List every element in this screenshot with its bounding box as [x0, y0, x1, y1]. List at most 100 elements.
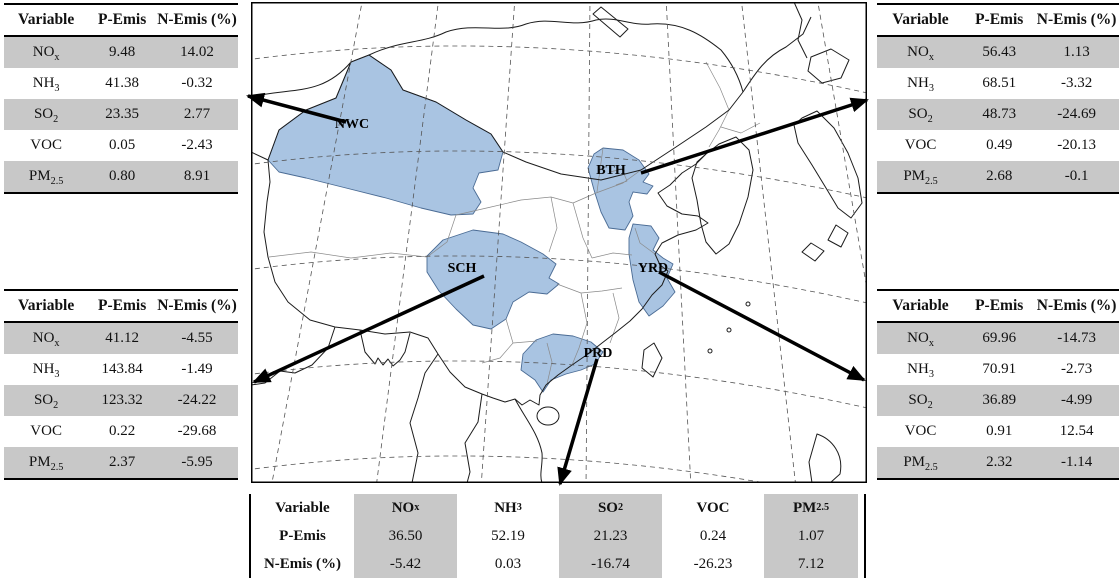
n-emis-value: -1.49 [181, 361, 213, 377]
p-emis-value: 0.22 [109, 423, 136, 439]
col-header-p-emis: P-Emis [98, 297, 147, 314]
n-emis-value: -29.68 [177, 423, 217, 439]
table-row: NH3 68.51 -3.32 [877, 68, 1119, 99]
col-header-variable: Variable [892, 297, 949, 314]
col-header-n-emis: N-Emis (%) [1036, 297, 1117, 314]
variable-name: NOx [907, 44, 934, 63]
n-emis-value: -4.55 [181, 330, 213, 346]
table-header: Variable P-Emis N-Emis (%) [877, 291, 1119, 323]
table-row: PM2.5 2.32 -1.14 [877, 447, 1119, 478]
p-emis-value: 0.49 [986, 137, 1013, 153]
variable-name: VOC [904, 423, 937, 439]
china-map: NWC BTH SCH YRD PRD [245, 0, 902, 505]
spacer [858, 550, 864, 578]
region-label-yrd: YRD [638, 261, 668, 276]
variable-name: PM2.5 [28, 168, 64, 187]
col-header-p-emis: P-Emis [98, 11, 147, 28]
map-background [251, 2, 867, 483]
spacer [858, 522, 864, 550]
variable-name: PM2.5 [28, 454, 64, 473]
p-emis-value: 9.48 [109, 44, 136, 60]
table-row: VOC 0.22 -29.68 [4, 416, 238, 447]
table-row: VOC 0.91 12.54 [877, 416, 1119, 447]
variable-name: SO2 [908, 392, 933, 411]
japan-islands [793, 48, 863, 262]
p-emis-value: 0.24 [699, 527, 727, 544]
region-label-sch: SCH [448, 261, 477, 276]
n-emis-value: -4.99 [1061, 392, 1093, 408]
table-sch: Variable P-Emis N-Emis (%) NOx 41.12 -4.… [4, 289, 238, 480]
n-emis-value: 14.02 [180, 44, 214, 60]
table-row: SO2 36.89 -4.99 [877, 385, 1119, 416]
p-emis-value: 41.38 [105, 75, 140, 91]
col-header-n-emis: N-Emis (%) [157, 297, 237, 314]
n-emis-value: 0.03 [494, 555, 522, 572]
n-emis-value: -0.32 [181, 75, 213, 91]
table-row: NH3 143.84 -1.49 [4, 354, 238, 385]
variable-name: NH3 [32, 75, 60, 94]
variable-name: PM2.5 [903, 168, 938, 187]
p-emis-value: 2.37 [109, 454, 136, 470]
variable-name: NH3 [907, 75, 934, 94]
p-emis-value: 0.80 [109, 168, 136, 184]
p-emis-value: 123.32 [101, 392, 143, 408]
n-emis-value: 2.77 [183, 106, 211, 122]
p-emis-value: 21.23 [559, 522, 662, 550]
row-label-n-emis: N-Emis (%) [263, 555, 342, 572]
amur-border [742, 1, 812, 93]
taiwan-island [641, 342, 663, 378]
p-emis-value: 69.96 [982, 330, 1017, 346]
region-label-bth: BTH [596, 163, 626, 178]
n-emis-value: -5.95 [181, 454, 213, 470]
table-row: SO2 23.35 2.77 [4, 99, 238, 130]
variable-name: VOC [30, 137, 62, 153]
n-emis-value: -24.69 [1057, 106, 1096, 122]
table-row: NH3 41.38 -0.32 [4, 68, 238, 99]
col-header-variable: Variable [17, 11, 75, 28]
map-svg: NWC BTH SCH YRD PRD [245, 0, 902, 505]
variable-name: NOx [907, 330, 934, 349]
n-emis-value: -1.14 [1061, 454, 1093, 470]
p-emis-value: 0.91 [986, 423, 1013, 439]
p-emis-value: 48.73 [982, 106, 1017, 122]
table-row: NOx 41.12 -4.55 [4, 323, 238, 354]
spacer [858, 494, 864, 522]
p-emis-value: 56.43 [982, 44, 1017, 60]
variable-name: VOC [30, 423, 62, 439]
n-emis-value: 1.13 [1063, 44, 1090, 60]
n-emis-value: -0.1 [1064, 168, 1089, 184]
region-label-prd: PRD [584, 346, 613, 361]
table-row: VOC 0.05 -2.43 [4, 130, 238, 161]
table-row: SO2 123.32 -24.22 [4, 385, 238, 416]
p-emis-value: 36.50 [354, 522, 457, 550]
n-emis-value: -2.43 [181, 137, 213, 153]
n-emis-value: -5.42 [354, 550, 457, 578]
row-label-p-emis: P-Emis [279, 527, 326, 544]
table-row: NH3 70.91 -2.73 [877, 354, 1119, 385]
col-header-n-emis: N-Emis (%) [157, 11, 237, 28]
p-emis-value: 143.84 [101, 361, 143, 377]
table-header: Variable P-Emis N-Emis (%) [4, 5, 238, 37]
table-row: NOx 56.43 1.13 [877, 37, 1119, 68]
table-bth: Variable P-Emis N-Emis (%) NOx 56.43 1.1… [877, 3, 1119, 194]
graticule-meridians [270, 0, 902, 489]
n-emis-value: -3.32 [1061, 75, 1093, 91]
p-emis-value: 70.91 [982, 361, 1017, 377]
p-emis-value: 23.35 [105, 106, 140, 122]
p-emis-value: 52.19 [491, 527, 525, 544]
variable-name: NOx [32, 44, 60, 63]
col-header-p-emis: P-Emis [975, 297, 1024, 314]
variable-name: PM2.5 [903, 454, 938, 473]
variable-name: VOC [696, 499, 730, 516]
table-yrd: Variable P-Emis N-Emis (%) NOx 69.96 -14… [877, 289, 1119, 480]
n-emis-value: 12.54 [1059, 423, 1094, 439]
n-emis-value: -20.13 [1057, 137, 1096, 153]
table-row: PM2.5 2.68 -0.1 [877, 161, 1119, 192]
variable-name: NOx [32, 330, 60, 349]
n-emis-value: 8.91 [183, 168, 211, 184]
p-emis-value: 0.05 [109, 137, 136, 153]
n-emis-value: -14.73 [1057, 330, 1096, 346]
